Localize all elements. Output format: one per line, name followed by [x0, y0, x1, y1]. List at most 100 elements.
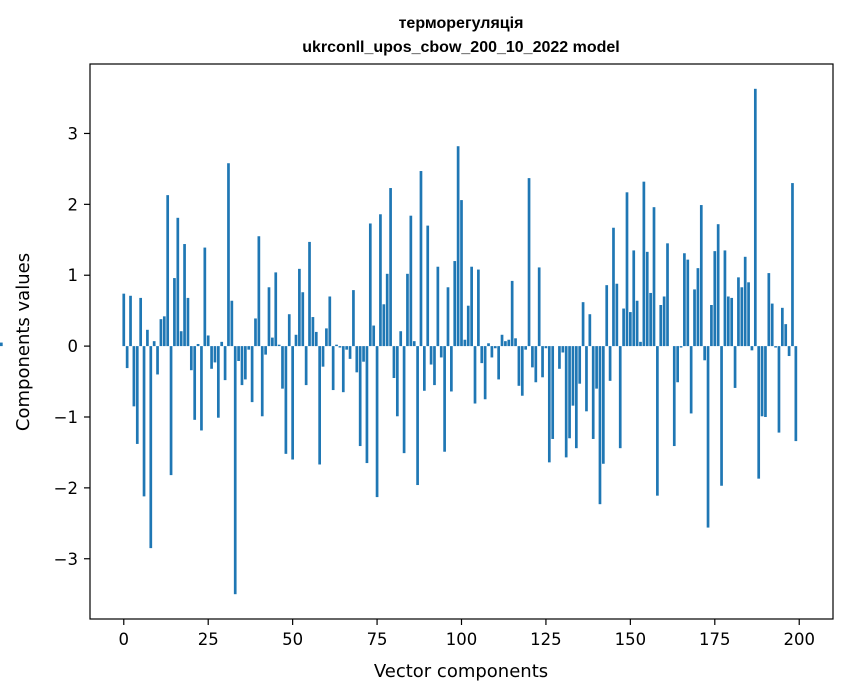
bar: [419, 171, 423, 347]
bar: [183, 244, 186, 347]
bar: [146, 329, 149, 347]
bar: [737, 277, 740, 347]
bar: [605, 285, 609, 347]
bar: [520, 346, 524, 396]
bar: [466, 305, 470, 347]
bar: [747, 282, 750, 347]
bar: [713, 251, 717, 347]
x-tick-label: 25: [198, 630, 219, 649]
bar: [470, 266, 473, 347]
bar: [304, 346, 308, 386]
chart-subtitle: ukrconll_upos_cbow_200_10_2022 model: [302, 39, 619, 56]
bar: [733, 346, 737, 388]
bar: [622, 308, 625, 347]
bar: [561, 346, 565, 353]
x-tick-label: 100: [446, 630, 478, 649]
bar: [406, 273, 409, 347]
bar: [186, 297, 190, 347]
bar: [618, 346, 622, 449]
bar: [527, 178, 531, 347]
bar: [264, 346, 267, 355]
y-axis-ticks: −3 −2 −1 0 1 2 3: [54, 124, 90, 569]
bar: [524, 346, 528, 350]
bar: [247, 346, 251, 350]
bar: [463, 339, 467, 347]
bar: [203, 247, 207, 347]
bar: [156, 346, 159, 375]
bar: [372, 325, 376, 347]
bar: [179, 331, 183, 347]
bar: [632, 250, 636, 347]
bar: [777, 346, 781, 433]
bar: [510, 280, 514, 347]
bar: [402, 346, 406, 454]
bar: [642, 181, 646, 347]
bar: [159, 319, 163, 347]
bar: [220, 341, 224, 347]
y-axis-label: Components values: [13, 253, 34, 431]
bar: [716, 224, 720, 347]
bar: [686, 259, 690, 347]
bar: [659, 305, 663, 347]
bar: [693, 289, 696, 347]
bar: [652, 207, 656, 347]
bar: [730, 297, 734, 347]
bar: [173, 278, 176, 347]
bar: [223, 346, 227, 381]
bar: [433, 346, 436, 386]
bar: [460, 200, 463, 347]
bar: [152, 341, 156, 347]
bar: [743, 256, 747, 347]
bar: [122, 293, 126, 347]
bar: [443, 346, 446, 452]
bar: [409, 215, 413, 347]
bar: [436, 266, 440, 347]
bar: [318, 346, 321, 465]
bar: [689, 346, 693, 414]
bar: [750, 346, 754, 351]
bar: [696, 268, 700, 347]
bar: [649, 292, 652, 347]
bar: [200, 346, 203, 431]
bar: [531, 346, 534, 368]
bar: [314, 331, 318, 347]
bar: [423, 346, 426, 391]
bar: [483, 346, 487, 400]
bar: [125, 346, 129, 369]
bar: [453, 261, 457, 347]
bar: [0, 342, 3, 347]
x-tick-label: 0: [119, 630, 130, 649]
bar: [517, 346, 521, 386]
bar: [325, 328, 328, 347]
bar: [757, 346, 761, 479]
bar: [639, 341, 642, 347]
x-tick-label: 175: [699, 630, 731, 649]
bar: [726, 296, 730, 347]
bar: [399, 331, 403, 347]
bar: [166, 195, 170, 347]
bar: [672, 346, 676, 447]
bar: [497, 346, 500, 380]
bar: [710, 305, 713, 347]
bar: [260, 346, 264, 417]
bar: [257, 236, 261, 347]
bar: [537, 267, 541, 347]
y-tick-label: 0: [68, 337, 79, 356]
bar: [331, 346, 335, 391]
bar: [534, 346, 538, 383]
bar: [500, 334, 504, 347]
bar: [456, 146, 460, 347]
bar: [189, 346, 193, 371]
bar: [338, 346, 342, 348]
bar: [598, 346, 602, 505]
bar: [753, 88, 757, 347]
bar: [629, 312, 632, 347]
bar: [588, 314, 592, 347]
bar: [426, 225, 430, 347]
bar: [760, 346, 764, 417]
x-axis-label: Vector components: [374, 661, 548, 682]
x-axis-ticks: 0 25 50 75 100 125 150 175 200: [119, 619, 815, 649]
bar: [514, 338, 517, 347]
bar: [595, 346, 598, 389]
